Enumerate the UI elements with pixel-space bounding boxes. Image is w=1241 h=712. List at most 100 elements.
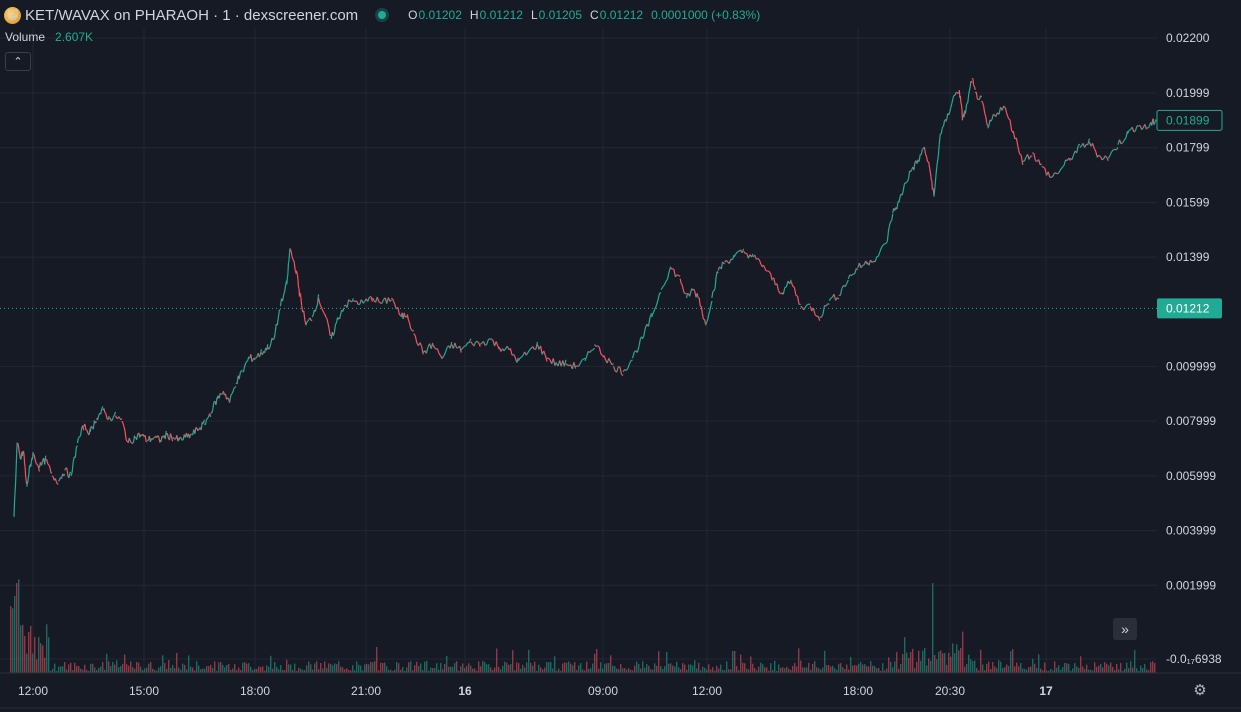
volume-bar (720, 664, 722, 673)
scroll-to-realtime-button[interactable]: » (1113, 618, 1137, 640)
volume-bar (482, 661, 484, 673)
volume-bar (892, 667, 894, 673)
volume-bar (862, 664, 864, 673)
volume-bar (12, 608, 14, 673)
price-segment (277, 309, 281, 318)
price-segment (668, 266, 672, 273)
price-tick-label: -0.0₁₇6938 (1166, 652, 1222, 666)
volume-bar (952, 643, 954, 673)
volume-bar (984, 670, 986, 673)
price-segment (1099, 156, 1103, 161)
price-segment (975, 91, 978, 99)
volume-bar (1114, 670, 1116, 673)
volume-bar (48, 637, 50, 673)
volume-bar (310, 664, 312, 673)
price-segment (26, 482, 29, 485)
volume-bar (654, 663, 656, 673)
price-segment (103, 408, 106, 413)
price-segment (136, 434, 139, 440)
price-segment (408, 322, 412, 329)
volume-bar (696, 668, 698, 673)
volume-bar (142, 670, 144, 673)
volume-bar (274, 661, 276, 673)
volume-bar (1028, 667, 1030, 673)
price-segment (286, 274, 289, 278)
volume-bar (376, 646, 378, 673)
price-segment (112, 414, 115, 418)
price-segment (600, 353, 603, 356)
price-segment (673, 268, 676, 278)
volume-bar (914, 668, 916, 673)
volume-bar (92, 663, 94, 673)
volume-bar (62, 666, 64, 673)
price-segment (583, 357, 586, 360)
volume-bar (218, 662, 220, 673)
price-segment (995, 112, 998, 117)
volume-bar (194, 670, 196, 673)
price-segment (51, 475, 54, 478)
price-segment (976, 98, 979, 101)
volume-bar (298, 667, 300, 673)
price-segment (860, 265, 864, 269)
price-segment (287, 263, 289, 275)
volume-bar (550, 661, 552, 673)
volume-bar (374, 661, 376, 673)
market-status-icon[interactable] (378, 11, 387, 19)
symbol-title[interactable]: KET/WAVAX on PHARAOH · 1 · dexscreener.c… (25, 6, 359, 24)
volume-bar (1140, 665, 1142, 673)
price-segment (194, 427, 197, 434)
price-segment (1020, 155, 1024, 165)
price-segment (552, 358, 556, 366)
volume-bar (740, 654, 742, 673)
volume-bar (186, 669, 188, 673)
price-segment (573, 362, 577, 369)
volume-bar (356, 661, 358, 673)
price-segment (521, 354, 524, 358)
volume-bar (1080, 656, 1082, 673)
volume-bar (208, 666, 210, 673)
volume-bar (1124, 668, 1126, 673)
price-segment (105, 413, 108, 419)
price-segment (1042, 166, 1046, 170)
price-segment (827, 303, 830, 305)
price-segment (942, 125, 944, 128)
volume-bar (960, 648, 962, 673)
volume-bar (466, 666, 468, 673)
volume-bar (866, 666, 868, 673)
volume-bar (1010, 651, 1012, 673)
volume-bar (366, 663, 368, 673)
price-tick-label: 0.01999 (1166, 86, 1210, 100)
volume-bar (180, 669, 182, 673)
volume-bar (1006, 664, 1008, 673)
price-segment (297, 278, 300, 287)
price-segment (444, 347, 448, 353)
volume-bar (1064, 662, 1066, 673)
volume-bar (542, 669, 544, 673)
price-segment (565, 363, 568, 366)
price-segment (513, 354, 516, 358)
price-segment (1115, 146, 1119, 151)
volume-bar (258, 666, 260, 673)
volume-bar (1144, 664, 1146, 673)
price-tick-label: 0.005999 (1166, 469, 1216, 483)
volume-bar (20, 625, 22, 673)
price-segment (459, 345, 462, 353)
volume-bar (24, 636, 26, 673)
volume-bar (162, 655, 164, 673)
price-segment (982, 102, 985, 107)
volume-bar (522, 664, 524, 673)
volume-bar (588, 668, 590, 673)
volume-bar (554, 656, 556, 673)
volume-bar (270, 655, 272, 673)
price-segment (830, 296, 833, 299)
collapse-legend-button[interactable]: ⌃ (5, 52, 31, 71)
price-segment (1153, 123, 1155, 126)
price-segment (663, 281, 667, 286)
volume-bar (500, 669, 502, 673)
price-segment (443, 352, 446, 357)
chart-settings-button[interactable]: ⚙ (1191, 681, 1209, 699)
price-segment (1131, 127, 1135, 133)
price-segment (760, 264, 764, 268)
volume-bar (662, 669, 664, 673)
